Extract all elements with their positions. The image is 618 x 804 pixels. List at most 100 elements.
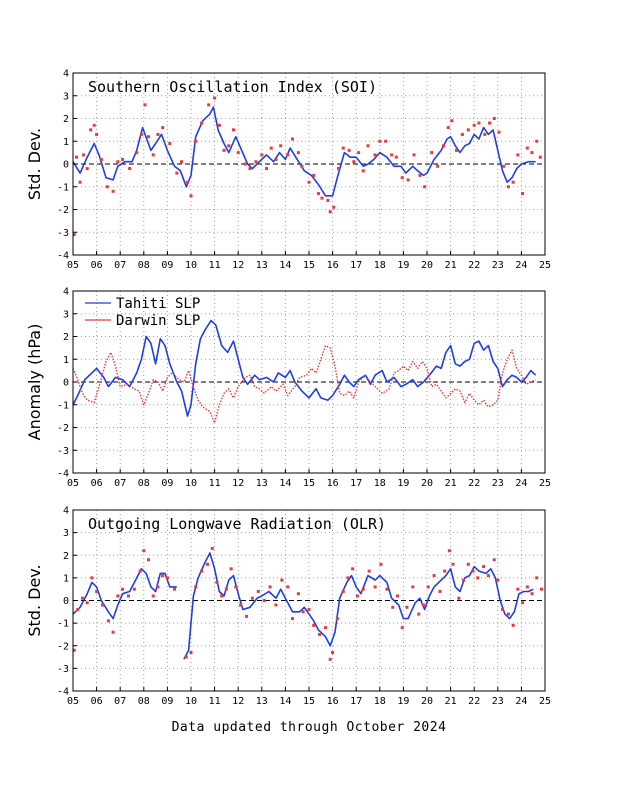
data-point (516, 153, 520, 157)
data-point (405, 605, 409, 609)
data-point (483, 132, 487, 136)
chart-panel-1: 05 06 07 08 09 10 11 12 13 14 15 16 17 18 19 20 21 22 23 24… (25, 69, 551, 272)
data-point (530, 151, 534, 155)
data-point (189, 651, 193, 655)
x-tick-label: 18 (374, 478, 386, 489)
x-tick-label: 17 (350, 696, 362, 707)
data-point (206, 562, 210, 566)
data-point (116, 594, 120, 598)
data-point (535, 139, 539, 143)
data-point (455, 148, 458, 152)
data-point (184, 655, 188, 659)
footer-text: Data updated through October 2024 (172, 720, 447, 735)
data-point (488, 121, 492, 125)
data-point (89, 128, 93, 132)
data-point (341, 146, 345, 150)
data-point (436, 164, 440, 168)
x-tick-label: 07 (114, 696, 126, 707)
data-point (384, 139, 388, 143)
x-tick-label: 16 (327, 260, 339, 271)
data-point (301, 610, 305, 614)
data-point (320, 196, 324, 200)
data-point (423, 185, 427, 189)
data-point (121, 587, 125, 591)
data-point (312, 623, 316, 627)
data-point (307, 608, 311, 612)
data-point (143, 103, 147, 107)
x-tick-label: 13 (256, 478, 268, 489)
x-tick-label: 06 (91, 696, 103, 707)
y-tick-label: 3 (63, 528, 69, 539)
data-point (76, 608, 80, 612)
x-tick-label: 19 (397, 260, 409, 271)
data-point (156, 132, 160, 136)
data-point (471, 569, 475, 573)
data-point (394, 155, 398, 159)
x-tick-label: 12 (232, 696, 244, 707)
data-point (142, 549, 146, 553)
data-point (175, 171, 179, 175)
data-point (460, 132, 464, 136)
data-point (231, 128, 235, 132)
data-point (477, 121, 481, 125)
x-tick-label: 23 (492, 478, 504, 489)
x-tick-label: 17 (350, 478, 362, 489)
data-point (151, 153, 155, 157)
x-tick-label: 09 (161, 478, 173, 489)
data-point (400, 176, 404, 180)
data-point (296, 592, 300, 596)
data-point (300, 164, 304, 168)
x-tick-label: 06 (91, 478, 103, 489)
data-point (213, 96, 217, 100)
data-point (194, 139, 198, 143)
data-point (411, 585, 415, 589)
data-point (457, 596, 461, 600)
data-point (92, 123, 96, 127)
data-point (332, 205, 336, 209)
data-point (406, 178, 410, 182)
y-tick-label: 2 (63, 114, 69, 125)
data-point (539, 587, 543, 591)
data-point (426, 585, 430, 589)
data-point (274, 603, 278, 607)
x-tick-label: 15 (303, 696, 315, 707)
data-point (194, 585, 198, 589)
data-point (506, 612, 510, 616)
x-tick-label: 24 (515, 478, 527, 489)
x-tick-label: 05 (67, 696, 79, 707)
data-point (280, 578, 284, 582)
data-point (200, 121, 204, 125)
data-point (95, 589, 99, 593)
data-point (165, 576, 169, 580)
y-tick-label: 2 (63, 551, 69, 562)
data-point (492, 558, 496, 562)
data-point (378, 139, 382, 143)
data-point (341, 589, 345, 593)
data-point (482, 565, 486, 569)
x-tick-label: 19 (397, 696, 409, 707)
y-tick-label: -2 (57, 205, 69, 216)
data-point (391, 605, 395, 609)
data-point (366, 144, 370, 148)
x-tick-label: 07 (114, 478, 126, 489)
x-tick-label: 22 (468, 260, 480, 271)
data-point (147, 135, 151, 139)
data-point (316, 192, 320, 196)
data-point (511, 180, 515, 184)
data-point (85, 601, 89, 605)
x-tick-label: 14 (279, 696, 291, 707)
data-point (227, 144, 231, 148)
x-tick-label: 21 (445, 260, 457, 271)
data-point (432, 574, 436, 578)
data-point (262, 599, 266, 602)
data-point (126, 594, 130, 598)
data-point (446, 126, 450, 130)
data-point (254, 160, 258, 164)
y-tick-label: -1 (57, 182, 69, 193)
y-tick-label: -1 (57, 400, 69, 411)
data-point (466, 128, 470, 132)
data-point (268, 585, 272, 589)
data-point (82, 153, 86, 157)
